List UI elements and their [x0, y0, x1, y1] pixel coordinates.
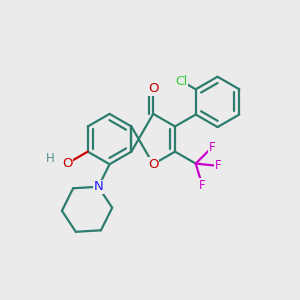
- Text: O: O: [148, 82, 158, 95]
- Text: O: O: [148, 158, 158, 171]
- Text: Cl: Cl: [176, 75, 188, 88]
- Text: F: F: [215, 159, 222, 172]
- Text: N: N: [93, 180, 103, 193]
- Text: O: O: [62, 157, 72, 170]
- Text: H: H: [46, 152, 55, 165]
- Text: F: F: [199, 179, 206, 192]
- Text: F: F: [208, 141, 215, 154]
